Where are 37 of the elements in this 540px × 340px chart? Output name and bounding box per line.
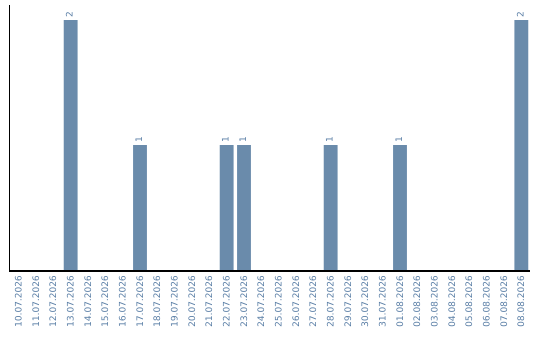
x-tick-label: 25.07.2026 (274, 275, 285, 327)
x-tick-label: 10.07.2026 (14, 275, 25, 327)
x-tick-label: 02.08.2026 (413, 275, 424, 327)
data-label: 1 (395, 136, 405, 142)
data-label: 2 (66, 11, 76, 17)
x-tick-label: 22.07.2026 (222, 275, 233, 327)
x-tick-label: 18.07.2026 (153, 275, 164, 327)
x-tick-label: 29.07.2026 (344, 275, 354, 327)
x-tick-label: 21.07.2026 (205, 275, 216, 327)
data-label: 1 (135, 136, 145, 142)
x-tick-label: 15.07.2026 (101, 275, 112, 327)
x-tick-label: 31.07.2026 (378, 275, 389, 327)
x-tick-label: 30.07.2026 (361, 275, 372, 327)
x-tick-label: 06.08.2026 (482, 275, 493, 327)
x-tick-label: 17.07.2026 (136, 275, 146, 327)
x-tick-label: 05.08.2026 (465, 275, 476, 327)
data-label: 1 (326, 136, 336, 142)
x-tick-label: 14.07.2026 (84, 275, 94, 327)
x-tick-label: 28.07.2026 (326, 275, 337, 327)
x-tick-label: 24.07.2026 (257, 275, 268, 327)
x-tick-label: 03.08.2026 (430, 275, 441, 327)
x-tick-label: 23.07.2026 (240, 275, 250, 327)
data-label: 1 (239, 136, 249, 142)
x-tick-label: 12.07.2026 (49, 275, 60, 327)
x-tick-label: 08.08.2026 (517, 275, 528, 327)
x-tick-label: 13.07.2026 (66, 275, 77, 327)
data-label: 2 (516, 11, 526, 17)
x-tick-label: 07.08.2026 (500, 275, 510, 327)
x-tick-label: 04.08.2026 (448, 275, 458, 327)
x-tick-label: 16.07.2026 (118, 275, 129, 327)
x-tick-label: 20.07.2026 (188, 275, 198, 327)
data-label: 1 (222, 136, 232, 142)
x-tick-label: 27.07.2026 (309, 275, 320, 327)
x-tick-label: 19.07.2026 (170, 275, 181, 327)
x-tick-label: 26.07.2026 (292, 275, 302, 327)
x-tick-label: 11.07.2026 (32, 275, 42, 327)
x-tick-label: 01.08.2026 (396, 275, 406, 327)
